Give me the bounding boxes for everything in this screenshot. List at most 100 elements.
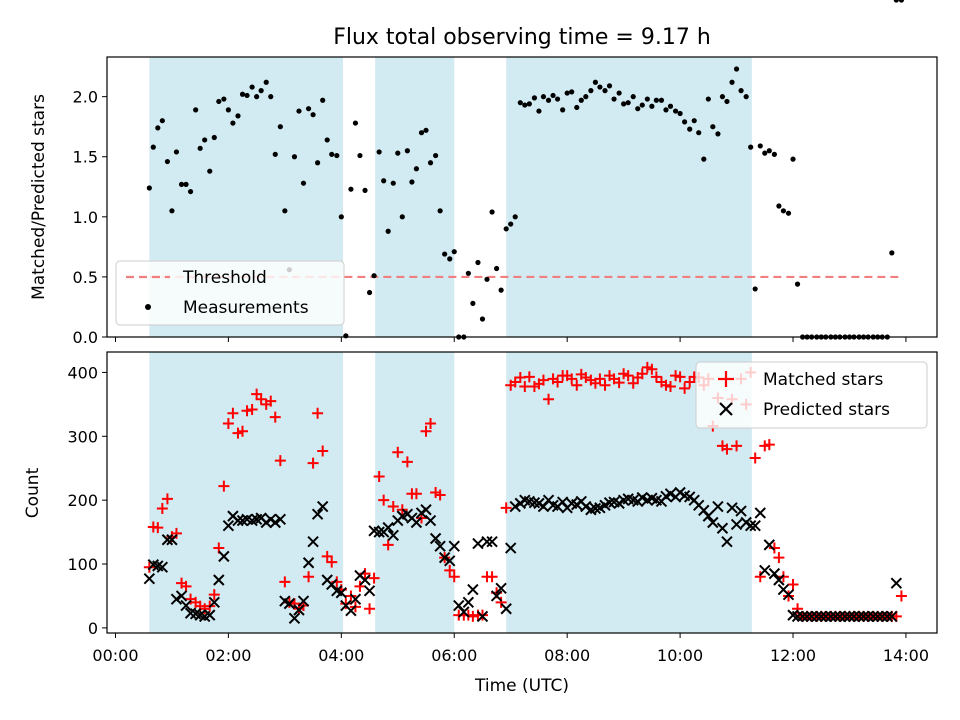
measurement-point bbox=[258, 88, 264, 94]
predicted-star-point bbox=[222, 520, 235, 532]
x-tick-label: 14:00 bbox=[883, 646, 929, 665]
matched-star-point bbox=[161, 493, 173, 505]
measurement-point bbox=[705, 96, 711, 102]
measurement-point bbox=[183, 181, 189, 187]
measurement-point bbox=[889, 250, 895, 256]
measurement-point bbox=[625, 100, 631, 106]
measurement-point bbox=[343, 333, 349, 339]
predicted-star-point bbox=[853, 610, 865, 623]
measurement-point bbox=[366, 289, 373, 296]
measurement-point bbox=[442, 251, 448, 257]
predicted-star-point bbox=[444, 555, 456, 567]
predicted-star-point bbox=[382, 521, 394, 534]
y-tick-label: 0 bbox=[88, 619, 98, 638]
predicted-star-point bbox=[434, 540, 446, 552]
matched-star-point bbox=[241, 405, 253, 417]
predicted-star-point bbox=[811, 610, 823, 623]
matched-star-point bbox=[434, 489, 446, 501]
measurement-point bbox=[413, 166, 420, 172]
matched-star-point bbox=[269, 411, 281, 423]
predicted-star-point bbox=[218, 550, 230, 563]
matched-star-point bbox=[566, 373, 578, 385]
predicted-star-point bbox=[749, 520, 761, 532]
measurement-point bbox=[776, 203, 782, 209]
measurement-point bbox=[729, 79, 735, 85]
matched-star-point bbox=[387, 501, 399, 513]
measurement-point bbox=[371, 273, 377, 279]
predicted-star-point bbox=[166, 534, 178, 546]
predicted-star-point bbox=[175, 590, 188, 602]
measurement-point bbox=[230, 120, 236, 126]
measurement-point bbox=[362, 187, 368, 193]
legend-measurements-swatch bbox=[145, 304, 151, 310]
matched-star-point bbox=[636, 368, 648, 380]
predicted-star-point bbox=[839, 610, 851, 623]
predicted-star-point bbox=[486, 535, 498, 548]
matched-star-point bbox=[152, 522, 164, 534]
top-legend: Threshold Measurements bbox=[115, 260, 345, 326]
predicted-star-point bbox=[143, 573, 156, 585]
measurement-point bbox=[893, 0, 899, 3]
measurement-point bbox=[268, 94, 274, 100]
legend-matched-label: Matched stars bbox=[763, 370, 883, 390]
matched-star-point bbox=[721, 443, 733, 455]
top-legend-box bbox=[115, 260, 345, 326]
legend-predicted-swatch bbox=[719, 402, 733, 416]
measurement-point bbox=[611, 96, 617, 102]
measurement-point bbox=[738, 88, 744, 94]
matched-star-point bbox=[650, 371, 662, 383]
measurement-point bbox=[324, 137, 330, 143]
bottom-y-axis-label: Count bbox=[23, 467, 43, 518]
matched-star-point bbox=[354, 580, 366, 592]
matched-star-point bbox=[787, 578, 799, 590]
measurement-point bbox=[583, 94, 589, 100]
matched-star-point bbox=[368, 572, 380, 584]
predicted-star-point bbox=[712, 500, 724, 513]
measurement-point bbox=[357, 152, 363, 159]
measurement-point bbox=[197, 145, 203, 151]
matched-star-point bbox=[448, 571, 460, 583]
predicted-star-point bbox=[768, 567, 781, 580]
predicted-star-point bbox=[721, 535, 733, 548]
predicted-star-point bbox=[815, 610, 827, 623]
y-tick-label: 200 bbox=[67, 491, 98, 510]
measurement-point bbox=[338, 214, 344, 220]
matched-star-point bbox=[237, 425, 249, 437]
predicted-star-point bbox=[490, 590, 503, 602]
predicted-star-point bbox=[759, 564, 771, 577]
matched-star-point bbox=[731, 440, 743, 452]
x-tick-label: 10:00 bbox=[657, 646, 703, 665]
matched-star-point bbox=[246, 403, 258, 415]
measurement-point bbox=[277, 124, 283, 130]
predicted-star-point bbox=[528, 497, 541, 509]
measurement-point bbox=[475, 259, 481, 266]
matched-star-point bbox=[208, 589, 220, 601]
predicted-star-point bbox=[170, 593, 183, 605]
top-y-axis-label: Matched/Predicted stars bbox=[29, 94, 49, 300]
predicted-star-point bbox=[500, 603, 512, 615]
matched-star-point bbox=[749, 452, 761, 464]
predicted-star-point bbox=[316, 500, 329, 513]
measurement-point bbox=[512, 214, 518, 220]
measurement-point bbox=[211, 134, 217, 141]
measurement-point bbox=[630, 94, 636, 100]
matched-star-point bbox=[664, 380, 676, 392]
predicted-star-point bbox=[843, 610, 856, 623]
predicted-star-point bbox=[730, 518, 743, 531]
measurement-point bbox=[409, 179, 415, 185]
matched-star-point bbox=[486, 571, 498, 583]
observing-window-band bbox=[375, 352, 455, 633]
predicted-star-point bbox=[420, 504, 432, 516]
measurement-point bbox=[418, 130, 425, 136]
measurement-point bbox=[790, 156, 796, 162]
measurement-point bbox=[465, 270, 471, 276]
bottom-legend-box bbox=[695, 361, 928, 429]
measurement-point bbox=[493, 265, 500, 272]
measurement-point bbox=[178, 181, 185, 187]
measurement-point bbox=[687, 126, 693, 132]
matched-star-point bbox=[444, 564, 456, 576]
measurement-point bbox=[320, 97, 326, 103]
measurement-point bbox=[554, 96, 561, 102]
predicted-star-point bbox=[716, 522, 729, 534]
measurement-point bbox=[427, 160, 434, 166]
